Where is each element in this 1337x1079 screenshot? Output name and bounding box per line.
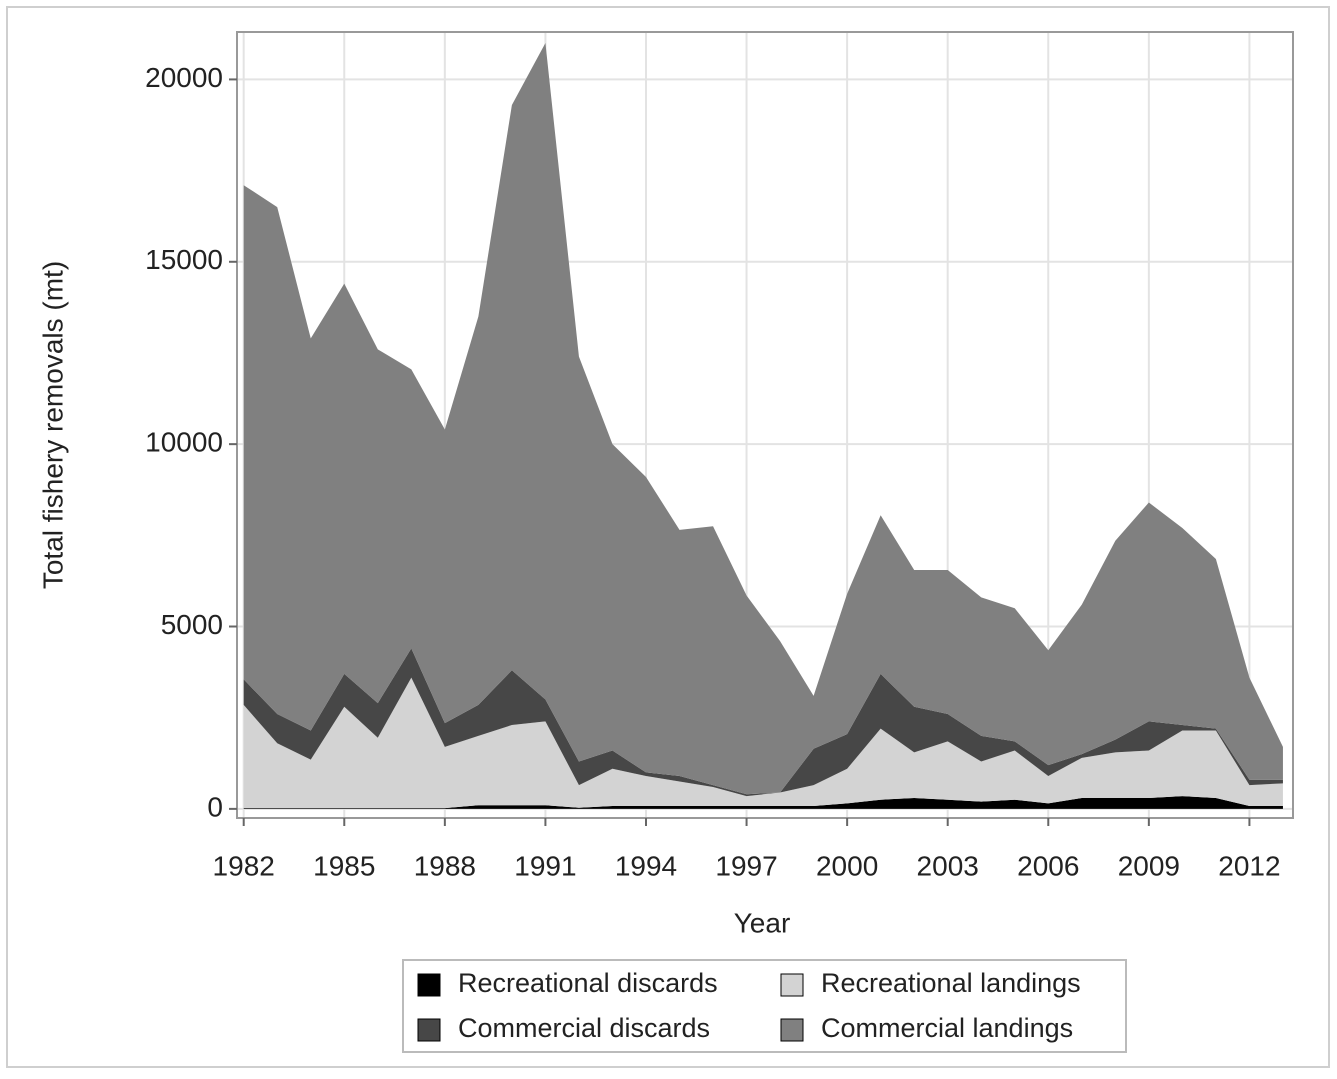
area [243, 648, 1283, 797]
x-tick-label: 1991 [514, 850, 576, 881]
area [243, 796, 1283, 809]
y-tick-label: 10000 [145, 427, 223, 458]
legend-label: Commercial discards [458, 1013, 710, 1043]
x-tick-label: 1988 [414, 850, 476, 881]
legend-box [402, 959, 1127, 1053]
y-tick-label: 20000 [145, 62, 223, 93]
legend-swatch [417, 973, 441, 997]
x-tick-label: 2012 [1218, 850, 1280, 881]
legend-label: Recreational landings [821, 968, 1081, 998]
legend-swatch [780, 1018, 804, 1042]
legend-label: Commercial landings [821, 1013, 1073, 1043]
x-tick-label: 1982 [213, 850, 275, 881]
x-axis-label: Year [734, 907, 791, 938]
area [243, 42, 1283, 795]
x-tick-label: 2000 [816, 850, 878, 881]
x-tick-label: 2006 [1017, 850, 1079, 881]
area [243, 677, 1283, 809]
y-tick-label: 0 [207, 791, 223, 822]
x-tick-label: 1985 [313, 850, 375, 881]
legend-label: Recreational discards [458, 968, 718, 998]
y-tick-label: 5000 [161, 609, 223, 640]
y-axis-label: Total fishery removals (mt) [37, 261, 68, 589]
plot-border [236, 31, 1294, 819]
legend-swatch [417, 1018, 441, 1042]
y-tick-label: 15000 [145, 244, 223, 275]
x-tick-label: 1997 [715, 850, 777, 881]
x-tick-label: 2009 [1118, 850, 1180, 881]
x-tick-label: 2003 [917, 850, 979, 881]
x-tick-label: 1994 [615, 850, 677, 881]
legend-swatch [780, 973, 804, 997]
